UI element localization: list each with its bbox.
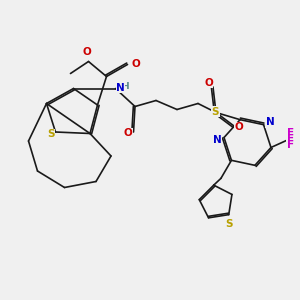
Text: S: S xyxy=(225,219,232,229)
Text: S: S xyxy=(212,107,219,117)
Text: O: O xyxy=(234,122,243,133)
Text: F: F xyxy=(287,128,294,138)
Text: S: S xyxy=(47,129,55,140)
Text: N: N xyxy=(266,117,275,127)
Text: O: O xyxy=(204,77,213,88)
Text: F: F xyxy=(287,140,294,150)
Text: N: N xyxy=(213,135,222,145)
Text: N: N xyxy=(116,83,125,93)
Text: O: O xyxy=(124,128,133,139)
Text: O: O xyxy=(82,47,91,57)
Text: F: F xyxy=(287,134,294,144)
Text: O: O xyxy=(131,58,140,69)
Text: H: H xyxy=(121,82,128,91)
